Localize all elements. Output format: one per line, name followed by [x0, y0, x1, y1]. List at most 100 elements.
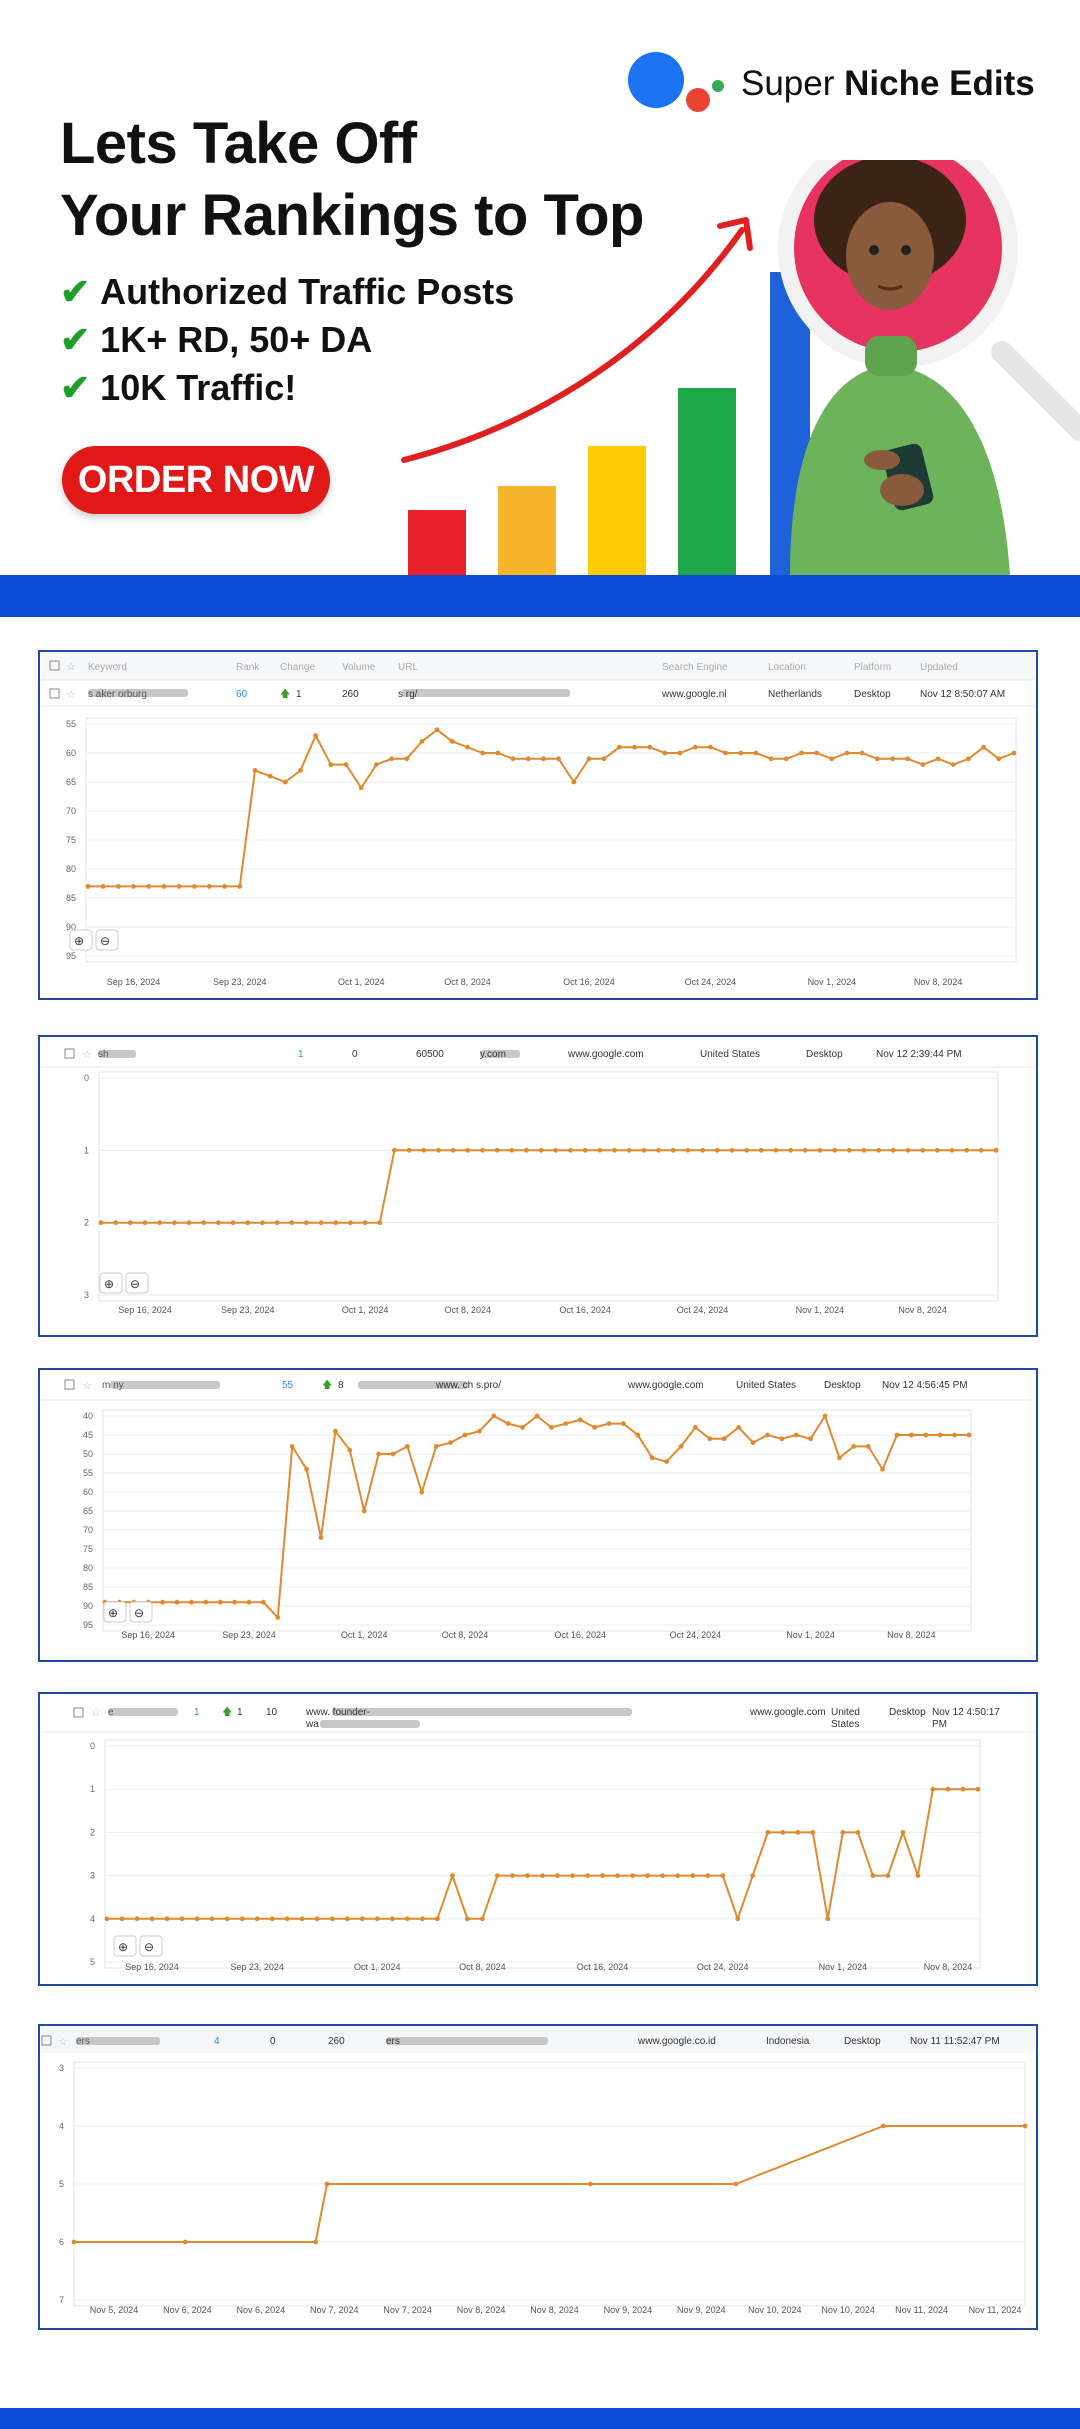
column-header-updated[interactable]: Updated	[920, 662, 958, 673]
url-cell[interactable]: www. founder-	[305, 1707, 370, 1718]
data-point[interactable]	[254, 1916, 260, 1922]
data-point[interactable]	[952, 1432, 957, 1438]
data-point[interactable]	[298, 768, 303, 773]
data-point[interactable]	[563, 1421, 569, 1426]
data-point[interactable]	[660, 1873, 665, 1878]
table-row[interactable]: ☆ ers 4 0 260 ers www.google.co.id Indon…	[41, 2035, 1000, 2048]
data-point[interactable]	[937, 1432, 943, 1438]
data-point[interactable]	[333, 1220, 339, 1226]
data-point[interactable]	[592, 1425, 597, 1430]
data-point[interactable]	[113, 1220, 119, 1226]
data-point[interactable]	[275, 1615, 281, 1620]
data-point[interactable]	[793, 1432, 799, 1438]
data-point[interactable]	[313, 2239, 318, 2245]
data-point[interactable]	[191, 884, 197, 889]
data-point[interactable]	[649, 1455, 655, 1461]
column-header-platform[interactable]: Platform	[854, 662, 891, 673]
data-point[interactable]	[419, 1489, 425, 1495]
data-point[interactable]	[433, 1444, 439, 1449]
data-point[interactable]	[692, 744, 698, 750]
data-point[interactable]	[230, 1220, 236, 1226]
data-point[interactable]	[358, 785, 364, 791]
data-point[interactable]	[612, 1147, 617, 1153]
data-point[interactable]	[570, 1873, 575, 1878]
data-point[interactable]	[186, 1220, 192, 1226]
data-point[interactable]	[160, 1599, 165, 1605]
data-point[interactable]	[923, 1432, 929, 1438]
data-point[interactable]	[304, 1220, 309, 1226]
data-point[interactable]	[510, 756, 516, 762]
data-point[interactable]	[880, 2123, 886, 2129]
data-point[interactable]	[260, 1220, 265, 1226]
data-point[interactable]	[328, 762, 334, 767]
url-cell[interactable]: s rg/	[398, 689, 418, 700]
data-point[interactable]	[157, 1220, 163, 1226]
data-point[interactable]	[329, 1916, 335, 1922]
data-point[interactable]	[788, 1147, 793, 1153]
data-point[interactable]	[855, 1830, 861, 1835]
data-point[interactable]	[344, 1916, 350, 1922]
data-point[interactable]	[462, 1432, 468, 1438]
data-point[interactable]	[174, 1599, 180, 1605]
data-point[interactable]	[392, 1147, 397, 1153]
data-point[interactable]	[313, 733, 319, 738]
data-point[interactable]	[744, 1147, 749, 1153]
column-header-rank[interactable]: Rank	[236, 662, 260, 673]
data-point[interactable]	[837, 1455, 842, 1461]
data-point[interactable]	[436, 1147, 441, 1153]
data-point[interactable]	[419, 739, 425, 744]
table-row[interactable]: ☆ sh 1 0 60500 y.com www.google.com Unit…	[64, 1048, 962, 1061]
data-point[interactable]	[915, 1873, 921, 1878]
data-point[interactable]	[553, 1147, 559, 1153]
data-point[interactable]	[632, 744, 637, 750]
data-point[interactable]	[201, 1220, 207, 1226]
data-point[interactable]	[597, 1147, 603, 1153]
data-point[interactable]	[840, 1830, 846, 1835]
row-checkbox[interactable]	[64, 1379, 75, 1390]
data-point[interactable]	[753, 750, 759, 756]
zoom-in-button[interactable]	[69, 929, 93, 951]
data-point[interactable]	[274, 1220, 280, 1226]
data-point[interactable]	[343, 762, 349, 767]
data-point[interactable]	[149, 1916, 155, 1922]
data-point[interactable]	[993, 1147, 999, 1153]
data-point[interactable]	[85, 884, 91, 889]
data-point[interactable]	[404, 756, 410, 762]
data-point[interactable]	[664, 1459, 669, 1464]
column-header-keyword[interactable]: Keyword	[88, 662, 127, 673]
zoom-in-button[interactable]	[99, 1272, 123, 1294]
data-point[interactable]	[966, 1432, 972, 1438]
data-point[interactable]	[1022, 2123, 1028, 2129]
data-point[interactable]	[347, 1447, 353, 1453]
data-point[interactable]	[480, 750, 486, 756]
data-point[interactable]	[758, 1147, 764, 1153]
data-point[interactable]	[374, 1916, 380, 1922]
data-point[interactable]	[304, 1466, 309, 1472]
data-point[interactable]	[817, 1147, 823, 1153]
data-point[interactable]	[920, 762, 926, 767]
data-point[interactable]	[237, 884, 243, 889]
data-point[interactable]	[675, 1873, 681, 1878]
data-point[interactable]	[736, 1425, 741, 1430]
data-point[interactable]	[217, 1599, 223, 1605]
data-point[interactable]	[232, 1599, 238, 1605]
data-point[interactable]	[996, 756, 1002, 762]
data-point[interactable]	[890, 1147, 896, 1153]
data-point[interactable]	[875, 756, 880, 762]
data-point[interactable]	[203, 1599, 209, 1605]
column-header-location[interactable]: Location	[768, 662, 806, 673]
data-point[interactable]	[222, 884, 228, 889]
zoom-out-button[interactable]	[139, 1935, 163, 1957]
data-point[interactable]	[733, 2181, 739, 2187]
data-point[interactable]	[524, 1147, 529, 1153]
url-cell[interactable]: www. ch s.pro/	[435, 1380, 501, 1391]
data-point[interactable]	[588, 2181, 593, 2187]
data-point[interactable]	[645, 1873, 650, 1878]
data-point[interactable]	[571, 779, 577, 785]
data-point[interactable]	[585, 1873, 590, 1878]
data-point[interactable]	[182, 2239, 188, 2245]
data-point[interactable]	[905, 1147, 911, 1153]
data-point[interactable]	[876, 1147, 881, 1153]
column-header-url[interactable]: URL	[398, 662, 418, 673]
data-point[interactable]	[846, 1147, 852, 1153]
